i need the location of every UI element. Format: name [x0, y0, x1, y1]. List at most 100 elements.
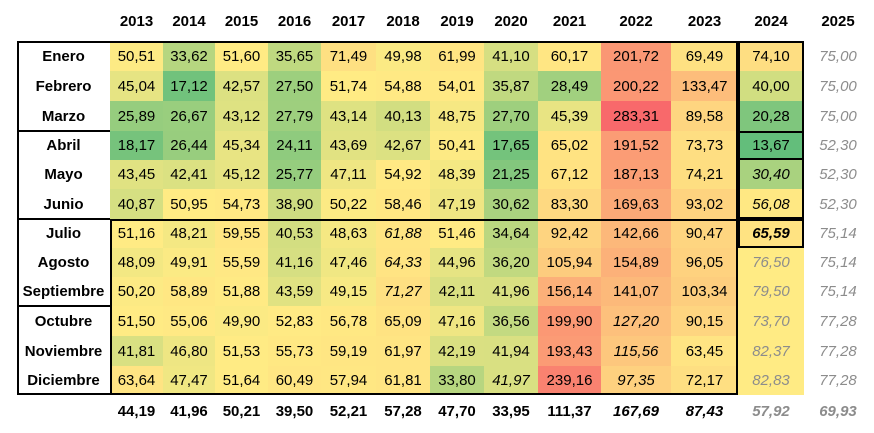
table-cell[interactable]: 60,49 — [268, 366, 321, 395]
table-cell[interactable]: 51,53 — [215, 336, 268, 366]
table-cell[interactable]: 17,65 — [484, 131, 538, 160]
table-cell[interactable]: 58,89 — [163, 277, 215, 306]
table-cell[interactable]: 63,64 — [110, 366, 163, 395]
table-cell[interactable]: 57,94 — [321, 366, 376, 395]
table-cell[interactable]: 115,56 — [601, 336, 671, 366]
table-cell[interactable]: 26,44 — [163, 131, 215, 160]
table-cell[interactable]: 77,28 — [804, 306, 872, 336]
table-cell[interactable]: 199,90 — [538, 306, 601, 336]
table-cell[interactable]: 49,98 — [376, 41, 430, 71]
table-cell[interactable]: 43,14 — [321, 101, 376, 131]
table-cell[interactable]: 43,69 — [321, 131, 376, 160]
table-cell[interactable]: 48,09 — [110, 248, 163, 277]
table-cell[interactable]: 75,00 — [804, 41, 872, 71]
table-cell[interactable]: 76,50 — [738, 248, 804, 277]
table-cell[interactable]: 52,30 — [804, 189, 872, 219]
table-cell[interactable]: 90,47 — [671, 219, 738, 248]
table-cell[interactable]: 51,60 — [215, 41, 268, 71]
table-cell[interactable]: 41,96 — [484, 277, 538, 306]
table-cell[interactable]: 51,50 — [110, 306, 163, 336]
table-cell[interactable]: 93,02 — [671, 189, 738, 219]
table-cell[interactable]: 44,96 — [430, 248, 484, 277]
table-cell[interactable]: 50,51 — [110, 41, 163, 71]
table-cell[interactable]: 47,16 — [430, 306, 484, 336]
table-cell[interactable]: 59,19 — [321, 336, 376, 366]
table-cell[interactable]: 154,89 — [601, 248, 671, 277]
table-cell[interactable]: 50,41 — [430, 131, 484, 160]
table-cell[interactable]: 200,22 — [601, 71, 671, 101]
table-cell[interactable]: 41,94 — [484, 336, 538, 366]
table-cell[interactable]: 13,67 — [738, 131, 804, 160]
table-cell[interactable]: 169,63 — [601, 189, 671, 219]
table-cell[interactable]: 50,22 — [321, 189, 376, 219]
table-cell[interactable]: 193,43 — [538, 336, 601, 366]
table-cell[interactable]: 52,83 — [268, 306, 321, 336]
table-cell[interactable]: 67,12 — [538, 160, 601, 189]
table-cell[interactable]: 43,45 — [110, 160, 163, 189]
table-cell[interactable]: 61,99 — [430, 41, 484, 71]
table-cell[interactable]: 33,62 — [163, 41, 215, 71]
table-cell[interactable]: 56,08 — [738, 189, 804, 219]
table-cell[interactable]: 49,91 — [163, 248, 215, 277]
table-cell[interactable]: 47,47 — [163, 366, 215, 395]
table-cell[interactable]: 50,95 — [163, 189, 215, 219]
table-cell[interactable]: 83,30 — [538, 189, 601, 219]
table-cell[interactable]: 61,97 — [376, 336, 430, 366]
table-cell[interactable]: 43,59 — [268, 277, 321, 306]
table-cell[interactable]: 26,67 — [163, 101, 215, 131]
table-cell[interactable]: 25,89 — [110, 101, 163, 131]
table-cell[interactable]: 48,39 — [430, 160, 484, 189]
table-cell[interactable]: 75,00 — [804, 71, 872, 101]
table-cell[interactable]: 35,87 — [484, 71, 538, 101]
table-cell[interactable]: 69,49 — [671, 41, 738, 71]
table-cell[interactable]: 79,50 — [738, 277, 804, 306]
table-cell[interactable]: 52,30 — [804, 131, 872, 160]
table-cell[interactable]: 42,19 — [430, 336, 484, 366]
table-cell[interactable]: 51,74 — [321, 71, 376, 101]
table-cell[interactable]: 239,16 — [538, 366, 601, 395]
table-cell[interactable]: 50,20 — [110, 277, 163, 306]
table-cell[interactable]: 77,28 — [804, 336, 872, 366]
table-cell[interactable]: 63,45 — [671, 336, 738, 366]
table-cell[interactable]: 45,04 — [110, 71, 163, 101]
table-cell[interactable]: 97,35 — [601, 366, 671, 395]
table-cell[interactable]: 65,09 — [376, 306, 430, 336]
table-cell[interactable]: 18,17 — [110, 131, 163, 160]
table-cell[interactable]: 51,88 — [215, 277, 268, 306]
table-cell[interactable]: 27,70 — [484, 101, 538, 131]
table-cell[interactable]: 54,01 — [430, 71, 484, 101]
table-cell[interactable]: 41,81 — [110, 336, 163, 366]
table-cell[interactable]: 41,16 — [268, 248, 321, 277]
table-cell[interactable]: 61,81 — [376, 366, 430, 395]
table-cell[interactable]: 27,79 — [268, 101, 321, 131]
table-cell[interactable]: 27,50 — [268, 71, 321, 101]
table-cell[interactable]: 41,10 — [484, 41, 538, 71]
table-cell[interactable]: 75,14 — [804, 277, 872, 306]
table-cell[interactable]: 82,37 — [738, 336, 804, 366]
table-cell[interactable]: 133,47 — [671, 71, 738, 101]
table-cell[interactable]: 82,83 — [738, 366, 804, 395]
table-cell[interactable]: 45,39 — [538, 101, 601, 131]
table-cell[interactable]: 51,46 — [430, 219, 484, 248]
table-cell[interactable]: 75,00 — [804, 101, 872, 131]
table-cell[interactable]: 41,97 — [484, 366, 538, 395]
table-cell[interactable]: 71,49 — [321, 41, 376, 71]
table-cell[interactable]: 42,41 — [163, 160, 215, 189]
table-cell[interactable]: 54,73 — [215, 189, 268, 219]
table-cell[interactable]: 21,25 — [484, 160, 538, 189]
table-cell[interactable]: 75,14 — [804, 219, 872, 248]
table-cell[interactable]: 36,56 — [484, 306, 538, 336]
table-cell[interactable]: 201,72 — [601, 41, 671, 71]
table-cell[interactable]: 75,14 — [804, 248, 872, 277]
table-cell[interactable]: 47,11 — [321, 160, 376, 189]
table-cell[interactable]: 49,90 — [215, 306, 268, 336]
table-cell[interactable]: 89,58 — [671, 101, 738, 131]
table-cell[interactable]: 20,28 — [738, 101, 804, 131]
table-cell[interactable]: 48,75 — [430, 101, 484, 131]
table-cell[interactable]: 74,10 — [738, 41, 804, 71]
table-cell[interactable]: 77,28 — [804, 366, 872, 395]
table-cell[interactable]: 28,49 — [538, 71, 601, 101]
table-cell[interactable]: 42,11 — [430, 277, 484, 306]
table-cell[interactable]: 59,55 — [215, 219, 268, 248]
table-cell[interactable]: 54,92 — [376, 160, 430, 189]
